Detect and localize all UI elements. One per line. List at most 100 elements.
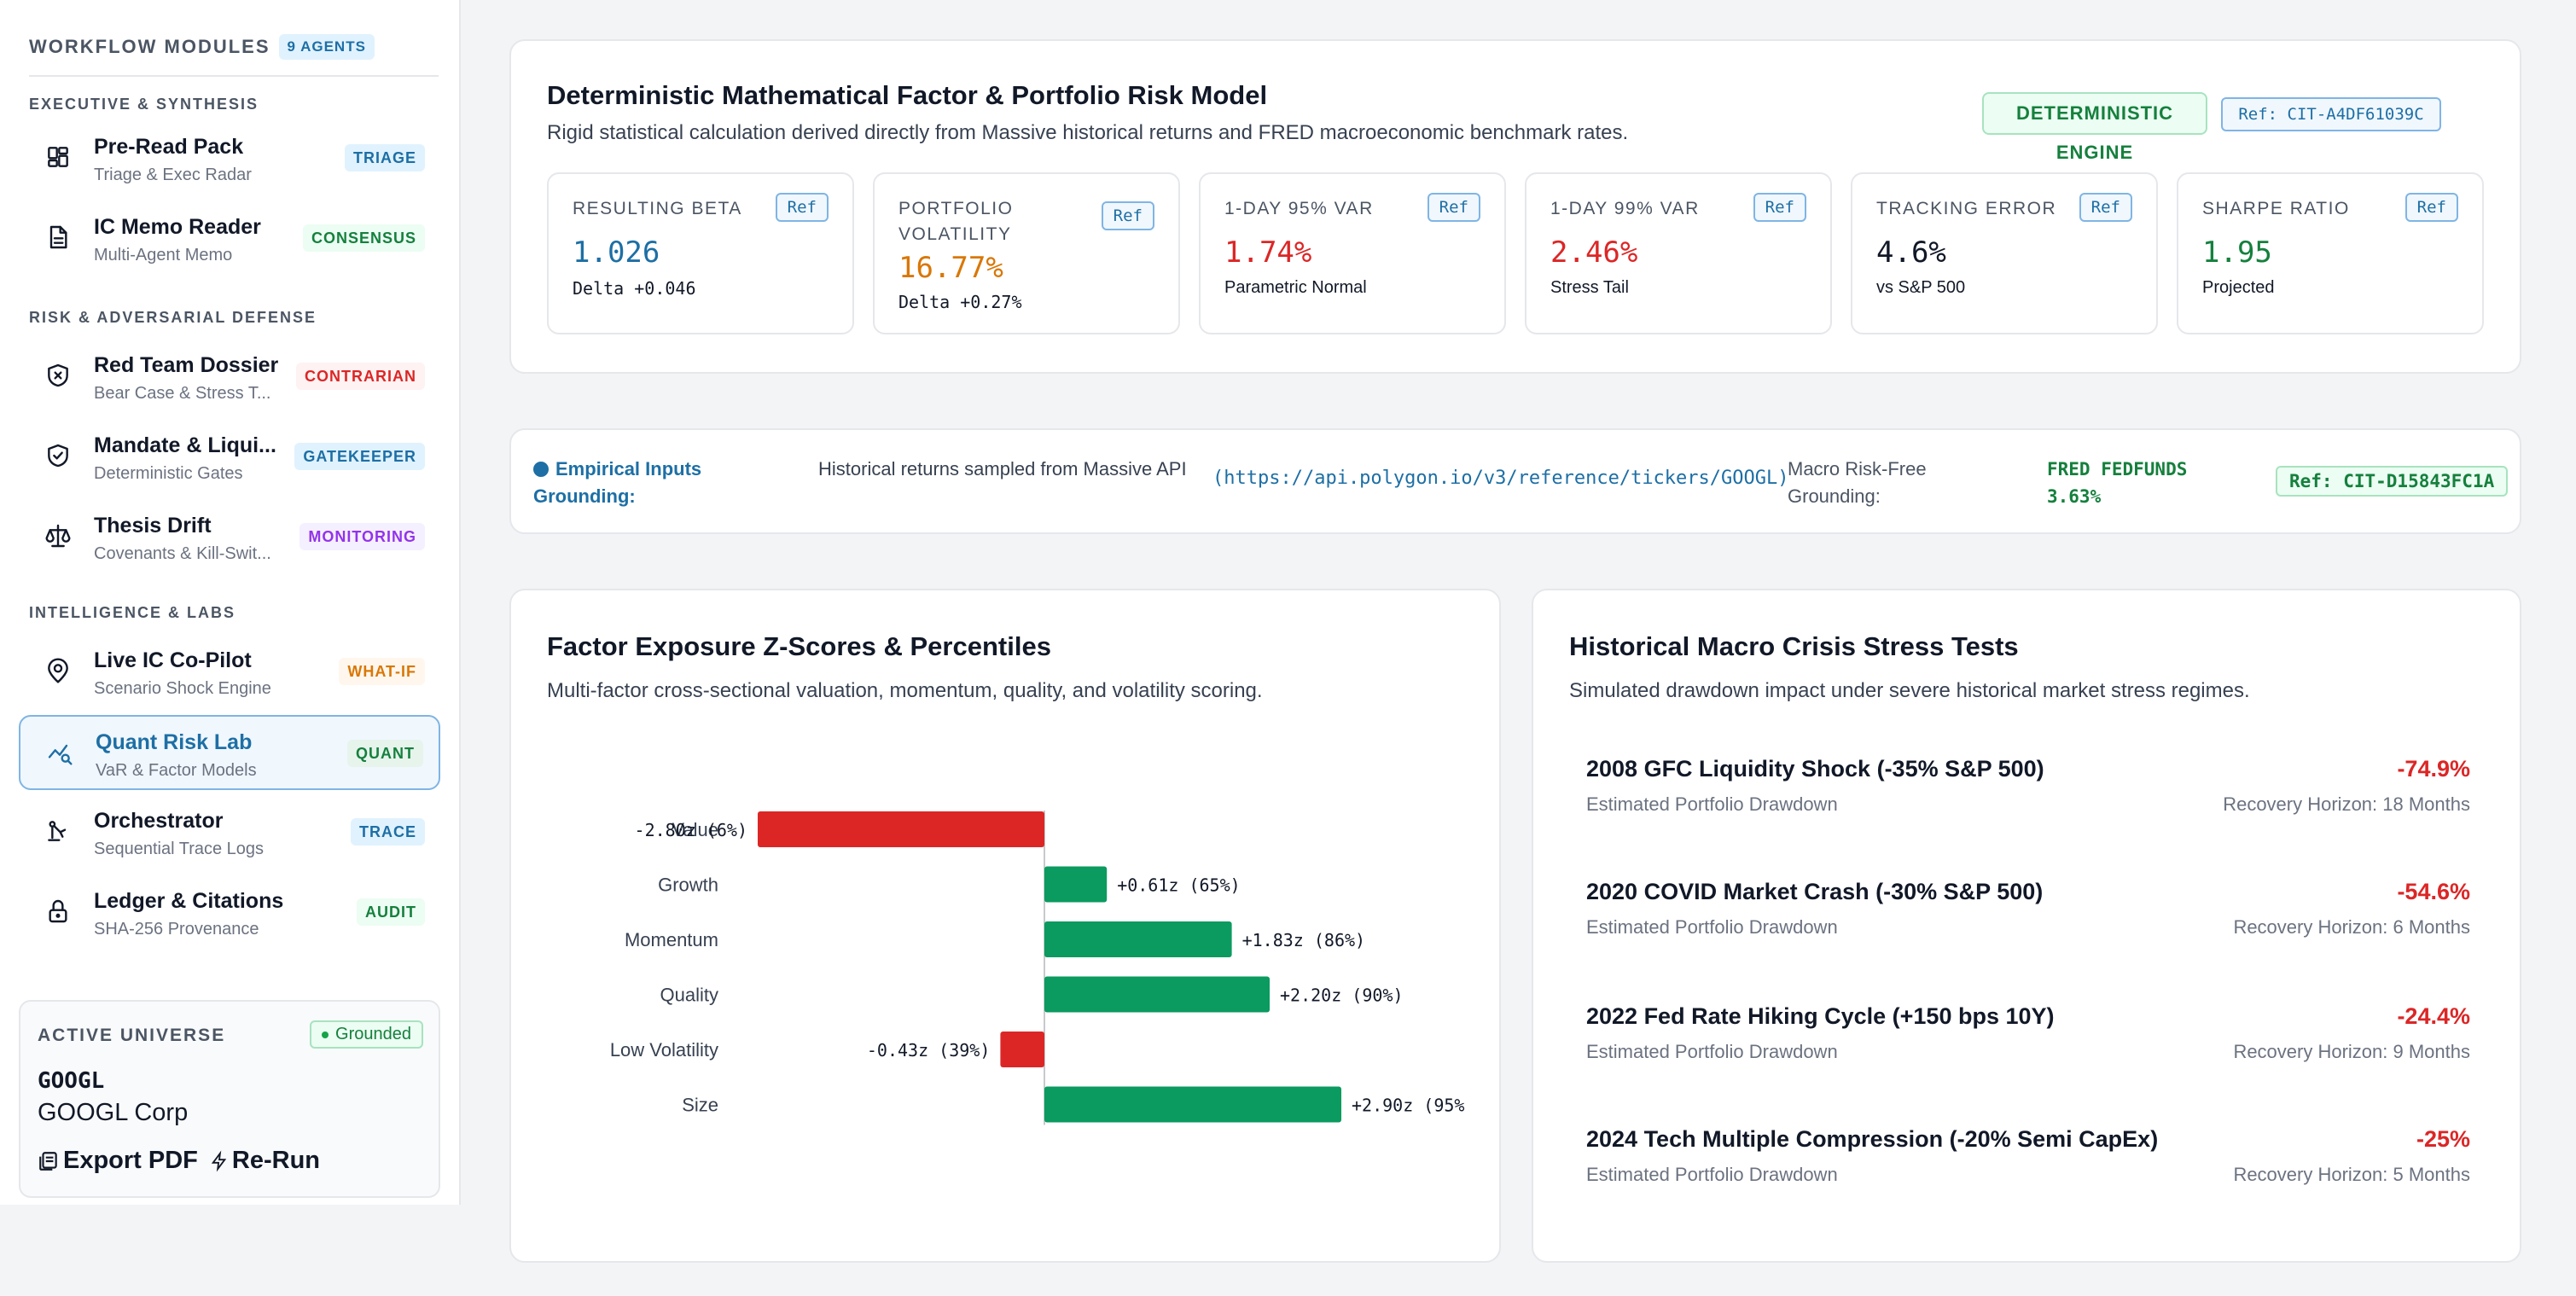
factor-data-label: +2.90z (95%	[1352, 1095, 1464, 1116]
sidebar-item-tag: CONTRARIAN	[296, 363, 425, 390]
stress-scenario-row: 2020 COVID Market Crash (-30% S&P 500) -5…	[1586, 879, 2470, 947]
scenario-estimate-label: Estimated Portfolio Drawdown	[1586, 793, 1838, 815]
universe-ticker: GOOGL	[38, 1068, 105, 1094]
sidebar-item-ledger-citations[interactable]: Ledger & Citations SHA-256 Provenance AUDI…	[19, 875, 440, 950]
factor-data-label: -2.80z (6%)	[635, 820, 747, 840]
sidebar-title: WORKFLOW MODULES	[29, 36, 270, 57]
sidebar-item-subtitle: Scenario Shock Engine	[94, 679, 271, 698]
sidebar-item-tag: TRACE	[351, 818, 425, 846]
risk-model-ref-button[interactable]: Ref: CIT-A4DF61039C	[2221, 97, 2441, 131]
sidebar-item-label: Quant Risk Lab	[96, 730, 253, 754]
factor-category-label: Quality	[660, 985, 718, 1006]
sidebar-item-orchestrator[interactable]: Orchestrator Sequential Trace Logs TRACE	[19, 795, 440, 870]
metric-ref-button[interactable]: Ref	[1101, 201, 1154, 230]
active-universe-panel: ACTIVE UNIVERSE Grounded GOOGL GOOGL Cor…	[19, 1000, 440, 1198]
dashboard-icon	[48, 147, 68, 167]
factor-data-label: -0.43z (39%)	[867, 1040, 991, 1061]
inputs-source: Historical returns sampled from Massive …	[818, 458, 1187, 479]
scenario-recovery-horizon: Recovery Horizon: 5 Months	[2233, 1164, 2470, 1185]
metric-card: 1-DAY 95% VAR Ref 1.74% Parametric Normal	[1199, 172, 1506, 334]
metric-value: 16.77%	[898, 251, 1003, 285]
inputs-ref-button[interactable]: Ref: CIT-D15843FC1A	[2276, 466, 2509, 497]
sidebar-item-quant-risk-lab[interactable]: Quant Risk Lab VaR & Factor Models QUANT	[19, 715, 440, 790]
rerun-button[interactable]: Re-Run	[210, 1147, 320, 1175]
factor-card-title: Factor Exposure Z-Scores & Percentiles	[547, 631, 1051, 661]
metric-ref-button[interactable]: Ref	[775, 193, 829, 222]
factor-category-label: Size	[682, 1095, 718, 1116]
factor-bar	[1044, 866, 1108, 903]
stress-card-title: Historical Macro Crisis Stress Tests	[1569, 631, 2019, 661]
factor-data-label: +0.61z (65%)	[1117, 875, 1241, 896]
sidebar-item-live-ic-copilot[interactable]: Live IC Co-Pilot Scenario Shock Engine WHA…	[19, 635, 440, 710]
metric-ref-button[interactable]: Ref	[2404, 193, 2458, 222]
scale-icon	[45, 524, 71, 548]
risk-model-card: Deterministic Mathematical Factor & Port…	[509, 39, 2521, 374]
scenario-drawdown: -24.4%	[2397, 1003, 2470, 1029]
file-pdf-icon	[39, 1151, 57, 1171]
sidebar-item-tag: AUDIT	[357, 898, 425, 926]
metric-subtext: vs S&P 500	[1876, 278, 1966, 297]
metric-ref-button[interactable]: Ref	[2079, 193, 2132, 222]
lightning-icon	[211, 1150, 227, 1171]
sidebar-item-ic-memo-reader[interactable]: IC Memo Reader Multi-Agent Memo CONSENSUS	[19, 201, 440, 276]
metric-label: RESULTING BETA	[573, 199, 742, 218]
inputs-url-link[interactable]: (https://api.polygon.io/v3/reference/tic…	[1212, 468, 1789, 489]
metric-subtext: Delta +0.046	[573, 278, 696, 299]
sidebar-item-tag: CONSENSUS	[302, 224, 425, 252]
stress-scenario-row: 2008 GFC Liquidity Shock (-35% S&P 500) -…	[1586, 756, 2470, 824]
sidebar-item-tag: GATEKEEPER	[294, 443, 425, 470]
sidebar-item-tag: QUANT	[347, 740, 423, 767]
scenario-name: 2024 Tech Multiple Compression (-20% Sem…	[1586, 1126, 2159, 1152]
metric-value: 2.46%	[1550, 235, 1638, 270]
sidebar: WORKFLOW MODULES 9 AGENTS EXECUTIVE & SY…	[0, 0, 461, 1205]
metric-value: 1.74%	[1224, 235, 1312, 270]
sidebar-item-label: Orchestrator	[94, 809, 224, 833]
metric-ref-button[interactable]: Ref	[1753, 193, 1806, 222]
scenario-drawdown: -25%	[2416, 1126, 2470, 1152]
sidebar-item-red-team-dossier[interactable]: Red Team Dossier Bear Case & Stress T... C…	[19, 340, 440, 415]
sidebar-item-subtitle: Multi-Agent Memo	[94, 246, 233, 264]
shield-x-icon	[48, 363, 68, 387]
sidebar-item-mandate-liquidity[interactable]: Mandate & Liqui... Deterministic Gates GAT…	[19, 420, 440, 495]
scenario-estimate-label: Estimated Portfolio Drawdown	[1586, 1041, 1838, 1062]
sidebar-item-label: Thesis Drift	[94, 514, 212, 538]
export-pdf-button[interactable]: Export PDF	[38, 1147, 198, 1175]
factor-data-label: +2.20z (90%)	[1280, 985, 1404, 1006]
robot-arm-icon	[48, 821, 67, 841]
metric-card: PORTFOLIO VOLATILITY Ref 16.77% Delta +0.27…	[873, 172, 1180, 334]
stress-card-description: Simulated drawdown impact under severe h…	[1569, 679, 2250, 702]
metric-card: 1-DAY 99% VAR Ref 2.46% Stress Tail	[1525, 172, 1832, 334]
metric-card: SHARPE RATIO Ref 1.95 Projected	[2177, 172, 2484, 334]
macro-label: Macro Risk-Free Grounding:	[1788, 458, 1927, 507]
factor-exposure-card: Factor Exposure Z-Scores & Percentiles M…	[509, 589, 1501, 1263]
scenario-drawdown: -74.9%	[2397, 756, 2470, 782]
sidebar-item-tag: MONITORING	[299, 523, 425, 550]
sidebar-item-thesis-drift[interactable]: Thesis Drift Covenants & Kill-Swit... MONI…	[19, 500, 440, 575]
chart-search-icon	[48, 744, 73, 765]
status-dot-icon	[322, 1031, 329, 1038]
factor-card-description: Multi-factor cross-sectional valuation, …	[547, 679, 1263, 702]
sidebar-item-pre-read-pack[interactable]: Pre-Read Pack Triage & Exec Radar TRIAGE	[19, 121, 440, 196]
scenario-recovery-horizon: Recovery Horizon: 9 Months	[2233, 1041, 2470, 1062]
universe-name: GOOGL Corp	[38, 1099, 189, 1126]
metric-label: PORTFOLIO VOLATILITY	[898, 199, 1014, 244]
metric-subtext: Projected	[2202, 278, 2275, 297]
sidebar-item-tag: WHAT-IF	[339, 658, 425, 685]
scenario-name: 2008 GFC Liquidity Shock (-35% S&P 500)	[1586, 756, 2044, 782]
stress-test-card: Historical Macro Crisis Stress Tests Sim…	[1532, 589, 2521, 1263]
sidebar-item-label: Mandate & Liqui...	[94, 433, 276, 457]
factor-category-label: Value	[672, 819, 718, 840]
factor-bar	[1044, 976, 1270, 1013]
empirical-inputs-card: Empirical Inputs Grounding: Historical r…	[509, 428, 2521, 534]
deterministic-engine-badge: DETERMINISTIC ENGINE	[1982, 92, 2207, 163]
scenario-recovery-horizon: Recovery Horizon: 6 Months	[2233, 916, 2470, 938]
metric-label: TRACKING ERROR	[1876, 199, 2057, 218]
metric-label: SHARPE RATIO	[2202, 199, 2350, 218]
stress-scenario-row: 2024 Tech Multiple Compression (-20% Sem…	[1586, 1126, 2470, 1194]
factor-bar	[1044, 921, 1232, 957]
sidebar-item-label: Red Team Dossier	[94, 353, 279, 377]
sidebar-item-label: IC Memo Reader	[94, 215, 261, 239]
metric-subtext: Stress Tail	[1550, 278, 1629, 297]
metric-ref-button[interactable]: Ref	[1427, 193, 1480, 222]
sidebar-item-subtitle: Deterministic Gates	[94, 464, 243, 483]
